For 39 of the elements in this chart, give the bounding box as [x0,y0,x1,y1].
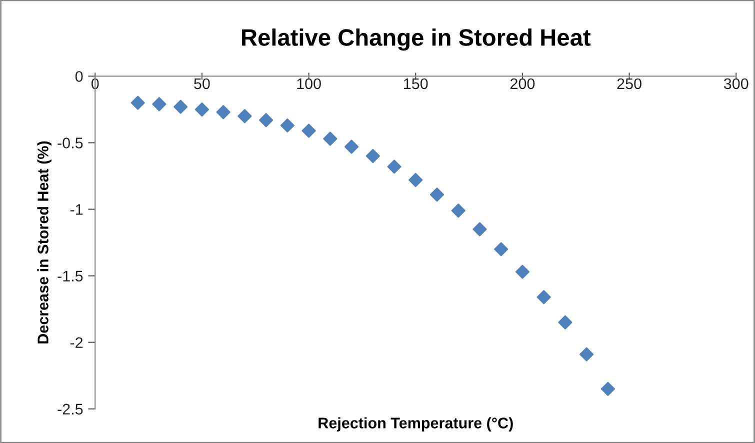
point [558,315,572,330]
x-axis-title: Rejection Temperature (°C) [318,417,513,432]
point [152,97,166,112]
point [515,264,530,279]
x-tick-label: 250 [617,78,642,90]
point [130,96,145,110]
point [408,172,423,188]
point [174,100,188,114]
point [344,140,359,154]
y-tick-label: 0 [75,71,83,82]
point [216,105,230,120]
point [600,382,615,396]
x-tick-label: 100 [297,78,321,90]
point [323,132,338,146]
point [280,118,294,132]
point [387,160,402,174]
y-axis-title: Decrease in Stored Heat (%) [37,141,52,344]
point [302,124,316,138]
point [238,109,252,124]
x-tick-label: 0 [91,78,99,90]
point [430,188,444,202]
x-tick-label: 50 [194,78,210,90]
point [472,222,487,236]
y-tick-label: -1 [70,204,83,215]
chart-title: Relative Change in Stored Heat [242,28,591,51]
point [580,347,594,362]
x-tick-label: 300 [724,78,748,90]
point [259,113,274,128]
y-tick-label: -2 [70,337,83,348]
x-tick-label: 200 [510,78,535,90]
point [451,204,466,218]
y-tick-label: -2.5 [58,404,83,415]
y-tick-label: -1.5 [58,270,83,282]
point [366,148,380,164]
y-tick-label: -0.5 [58,138,83,148]
point [194,102,210,117]
x-tick-label: 150 [404,78,428,90]
point [536,290,551,304]
point [494,242,508,256]
